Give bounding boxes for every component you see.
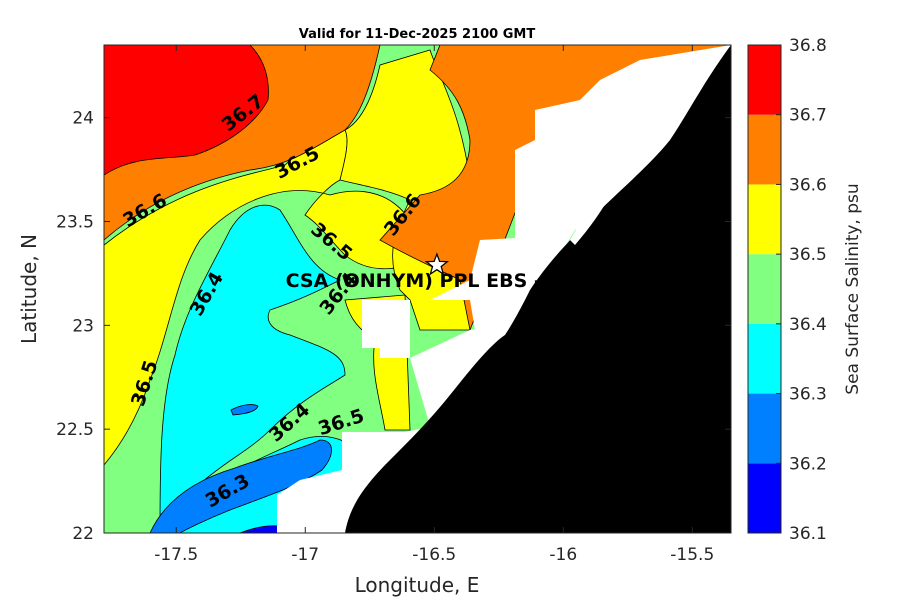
colorbar-segment bbox=[748, 254, 781, 324]
y-tick-label: 24 bbox=[72, 109, 94, 129]
colorbar-frame bbox=[747, 44, 782, 534]
contour-field bbox=[104, 45, 731, 533]
colorbar-label: Sea Surface Salinity, psu bbox=[843, 183, 863, 394]
inlet bbox=[570, 130, 635, 245]
coast-speck bbox=[342, 490, 346, 494]
colorbar-segment bbox=[748, 393, 781, 464]
no-data-mask bbox=[362, 45, 731, 358]
y-tick-label: 22.5 bbox=[56, 420, 94, 440]
salinity-band-36.2 bbox=[149, 439, 332, 533]
colorbar-tick-label: 36.6 bbox=[789, 175, 827, 195]
y-axis: 22 22.5 23 23.5 24 bbox=[56, 109, 731, 544]
colorbar-tick-label: 36.2 bbox=[789, 454, 827, 474]
colorbar-tick-label: 36.7 bbox=[789, 106, 827, 126]
station-label: CSA (ONHYM) PPL EBS - Wel bbox=[286, 270, 588, 292]
colorbar-tick-label: 36.1 bbox=[789, 524, 827, 544]
x-tick-label: -17.5 bbox=[154, 545, 198, 565]
y-tick-label: 22 bbox=[72, 524, 94, 544]
colorbar-tick-label: 36.4 bbox=[789, 315, 827, 335]
colorbar-segment bbox=[748, 463, 781, 533]
x-tick-label: -16.5 bbox=[412, 545, 456, 565]
y-tick-label: 23.5 bbox=[56, 213, 94, 233]
no-data-mask-south bbox=[277, 320, 520, 533]
plot-title: Valid for 11-Dec-2025 2100 GMT bbox=[299, 27, 536, 42]
salinity-band-36.3 bbox=[159, 204, 346, 532]
x-tick-label: -17 bbox=[291, 545, 319, 565]
colorbar: 36.1 36.2 36.3 36.4 36.5 36.6 36.7 36.8 bbox=[747, 36, 827, 544]
colorbar-tick-label: 36.8 bbox=[789, 36, 827, 56]
axes-frame bbox=[103, 44, 732, 534]
salinity-band-36.7 bbox=[104, 45, 269, 176]
salinity-blob-36.2 bbox=[230, 404, 259, 416]
colorbar-segment bbox=[748, 323, 781, 394]
y-axis-label: Latitude, N bbox=[17, 234, 41, 344]
map-axes: 36.7 36.6 36.5 36.6 36.5 36.4 36.4 36.5 … bbox=[56, 44, 732, 565]
land-mass bbox=[345, 45, 731, 533]
colorbar-segment bbox=[748, 114, 781, 185]
x-tick-label: -16 bbox=[549, 545, 577, 565]
x-tick-label: -15.5 bbox=[670, 545, 714, 565]
station-star-marker[interactable] bbox=[424, 252, 450, 276]
colorbar-segment bbox=[748, 184, 781, 255]
x-axis-label: Longitude, E bbox=[355, 573, 480, 597]
x-axis: -17.5 -17 -16.5 -16 -15.5 bbox=[154, 45, 714, 565]
colorbar-tick-label: 36.3 bbox=[789, 385, 827, 405]
colorbar-tick-label: 36.5 bbox=[789, 245, 827, 265]
coast-speck bbox=[648, 108, 652, 112]
y-tick-label: 23 bbox=[72, 316, 94, 336]
colorbar-segment bbox=[748, 45, 781, 115]
